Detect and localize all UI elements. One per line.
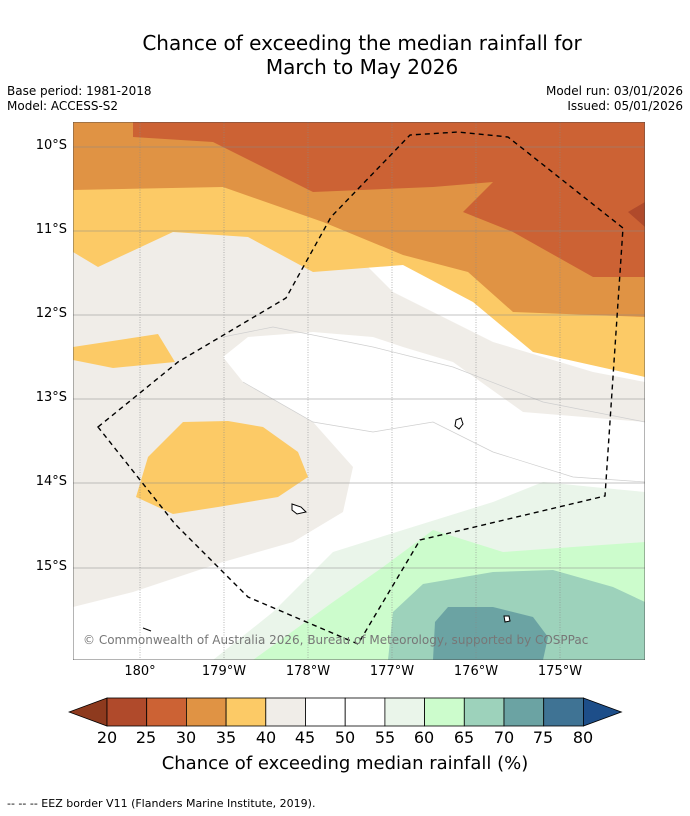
colorbar-tick: 25 [135, 728, 157, 747]
map-title: Chance of exceeding the median rainfall … [0, 31, 690, 79]
colorbar [68, 697, 623, 727]
eez-legend-note: -- -- -- EEZ border V11 (Flanders Marine… [7, 797, 316, 810]
colorbar-tick: 80 [572, 728, 594, 747]
graticule [73, 122, 645, 660]
colorbar-label: Chance of exceeding median rainfall (%) [161, 753, 529, 774]
lon-label: 177°W [369, 664, 415, 679]
colorbar-tick: 45 [294, 728, 316, 747]
zone-20-25 [628, 202, 645, 227]
copyright-notice: © Commonwealth of Australia 2026, Bureau… [83, 633, 589, 647]
lat-label: 11°S [35, 222, 67, 237]
colorbar-extend-high [583, 697, 623, 727]
island-outline [142, 627, 152, 632]
colorbar-segment [503, 697, 545, 727]
colorbar-tick: 20 [96, 728, 118, 747]
lon-label: 178°W [285, 664, 331, 679]
lon-label: 180° [124, 664, 156, 679]
colorbar-tick: 40 [255, 728, 277, 747]
colorbar-segment [106, 697, 148, 727]
colorbar-tick: 70 [493, 728, 515, 747]
colorbar-segment [384, 697, 425, 727]
model-name: Model: ACCESS-S2 [7, 99, 119, 113]
colorbar-segment [424, 697, 465, 727]
lon-label: 179°W [201, 664, 247, 679]
colorbar-extend-low [68, 697, 108, 727]
colorbar-tick: 55 [374, 728, 396, 747]
lat-label: 13°S [35, 390, 67, 405]
meta-left: Base period: 1981-2018 Model: ACCESS-S2 [7, 84, 152, 114]
colorbar-segment [186, 697, 227, 727]
colorbar-segment [344, 697, 386, 727]
colorbar-tick: 75 [532, 728, 554, 747]
eez-border [97, 131, 624, 645]
colorbar-tick: 50 [334, 728, 356, 747]
colorbar-tick: 65 [453, 728, 475, 747]
colorbar-segment [225, 697, 267, 727]
lat-label: 12°S [35, 306, 67, 321]
zone-70-75 [433, 607, 548, 660]
lat-label: 15°S [35, 559, 67, 574]
title-line-1: Chance of exceeding the median rainfall … [142, 31, 582, 55]
lon-label: 175°W [537, 664, 583, 679]
colorbar-segment [305, 697, 346, 727]
island-outline [454, 417, 464, 430]
colorbar-segment [265, 697, 306, 727]
title-line-2: March to May 2026 [265, 55, 459, 79]
colorbar-tick: 30 [175, 728, 197, 747]
zone-40-45 [73, 217, 645, 607]
zone-25-30 [133, 122, 645, 277]
model-run: Model run: 03/01/2026 [545, 84, 683, 98]
island-outline [503, 615, 511, 623]
issued-date: Issued: 05/01/2026 [567, 99, 683, 113]
lat-label: 14°S [35, 474, 67, 489]
colorbar-segment [146, 697, 187, 727]
colorbar-tick: 60 [413, 728, 435, 747]
colorbar-segment [543, 697, 584, 727]
zone-35-40-west [73, 334, 175, 368]
zone-35-40-central [136, 421, 308, 514]
lat-label: 10°S [35, 138, 67, 153]
colorbar-tick: 35 [215, 728, 237, 747]
base-period: Base period: 1981-2018 [7, 84, 152, 98]
lon-label: 176°W [453, 664, 499, 679]
colorbar-segment [463, 697, 505, 727]
meta-right: Model run: 03/01/2026 Issued: 05/01/2026 [546, 84, 683, 114]
rainfall-map [73, 122, 645, 660]
island-outline [291, 503, 307, 515]
